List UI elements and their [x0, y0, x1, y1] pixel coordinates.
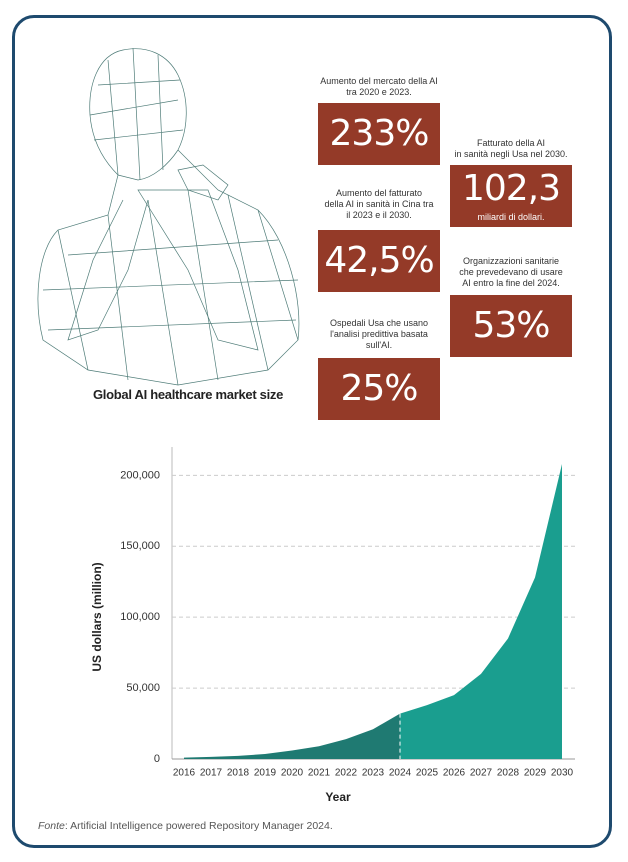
stat-caption: Fatturato della AI in sanità negli Usa n…	[454, 138, 568, 159]
x-tick-label: 2020	[281, 768, 304, 779]
x-tick-label: 2026	[443, 768, 466, 779]
x-tick-label: 2022	[335, 768, 358, 779]
source-text: : Artificial Intelligence powered Reposi…	[64, 820, 333, 832]
stat-value: 42,5%	[324, 240, 434, 281]
x-tick-label: 2028	[497, 768, 520, 779]
stat-caption: Aumento del fatturato della AI in sanità…	[324, 188, 434, 220]
y-tick-label: 0	[154, 753, 160, 765]
x-tick-label: 2024	[389, 768, 412, 779]
y-axis-label: US dollars (million)	[90, 562, 104, 671]
stat-note: miliardi di dollari.	[477, 212, 545, 222]
y-tick-label: 50,000	[126, 682, 160, 694]
stat-value: 102,3	[461, 168, 561, 209]
x-tick-label: 2023	[362, 768, 385, 779]
x-tick-label: 2016	[173, 768, 196, 779]
stat-box: 25%	[318, 358, 440, 420]
x-tick-label: 2021	[308, 768, 331, 779]
stat-caption: Ospedali Usa che usano l'analisi preditt…	[329, 318, 429, 350]
chart-title: Global AI healthcare market size	[93, 387, 284, 402]
y-tick-label: 100,000	[120, 611, 160, 623]
source: Fonte: Artificial Intelligence powered R…	[38, 820, 333, 832]
wireframe-figure	[37, 47, 300, 386]
stat-box: 42,5%	[318, 230, 440, 292]
x-tick-label: 2019	[254, 768, 277, 779]
x-tick-label: 2018	[227, 768, 250, 779]
x-tick-label: 2029	[524, 768, 547, 779]
stat-caption: Aumento del mercato della AI tra 2020 e …	[320, 76, 438, 97]
x-tick-label: 2027	[470, 768, 493, 779]
stat-caption: Organizzazioni sanitarie che prevedevano…	[459, 256, 563, 288]
legend-projected: Projected	[179, 410, 230, 422]
stat-value: 53%	[472, 305, 550, 346]
source-label: Fonte	[38, 820, 65, 832]
stat-box: 53%	[450, 295, 572, 357]
stat-value: 233%	[329, 113, 430, 154]
legend-current: Current	[104, 410, 145, 422]
stat-value: 25%	[340, 368, 418, 409]
area	[184, 713, 400, 759]
frame	[12, 15, 612, 848]
x-tick-label: 2017	[200, 768, 223, 779]
y-tick-label: 150,000	[120, 540, 160, 552]
x-axis-label: Year	[325, 790, 351, 804]
stat-box: 102,3 miliardi di dollari.	[450, 165, 572, 227]
y-tick-label: 200,000	[120, 469, 160, 481]
area	[400, 464, 562, 759]
stat-box: 233%	[318, 103, 440, 165]
x-tick-label: 2025	[416, 768, 439, 779]
x-tick-label: 2030	[551, 768, 574, 779]
